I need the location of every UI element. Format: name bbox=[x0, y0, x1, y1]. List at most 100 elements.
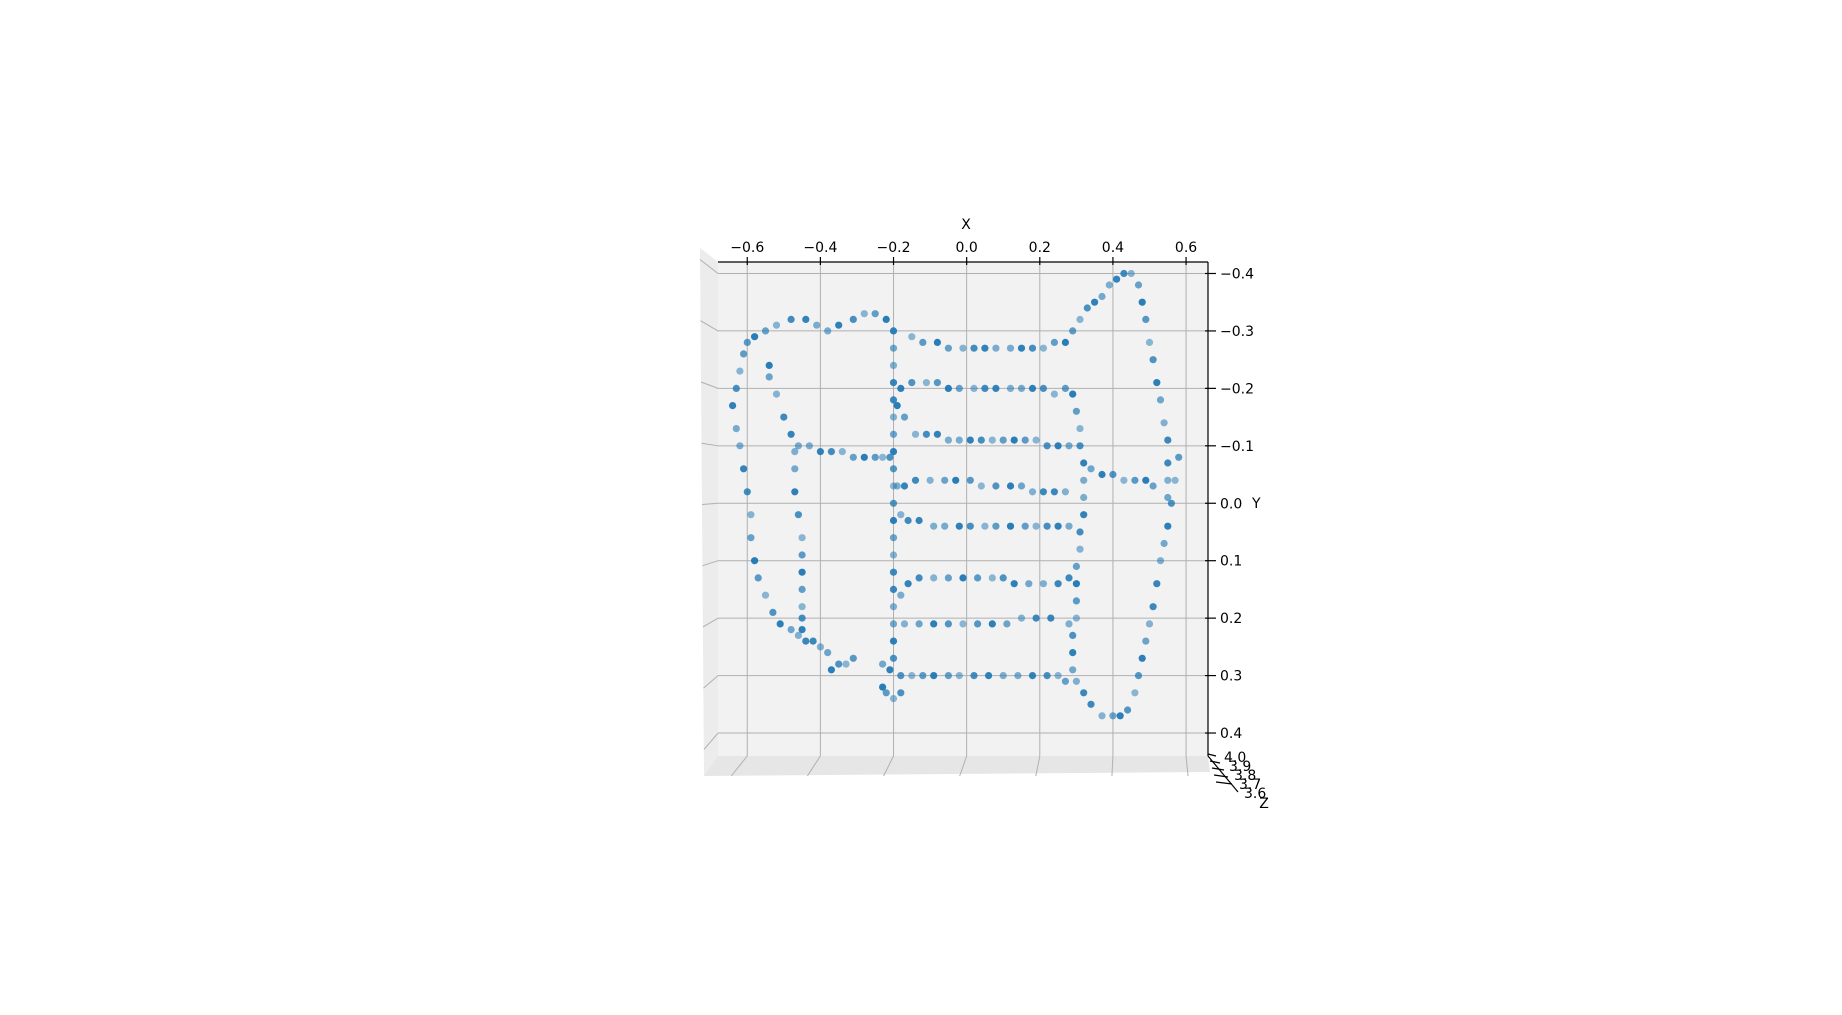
data-point bbox=[988, 620, 996, 628]
data-point bbox=[941, 522, 949, 530]
data-point bbox=[1149, 482, 1157, 490]
data-point bbox=[1105, 281, 1113, 289]
data-point bbox=[787, 626, 795, 634]
data-point bbox=[1021, 436, 1029, 444]
y-side-gridline bbox=[701, 442, 719, 447]
data-point bbox=[889, 499, 898, 507]
data-point bbox=[959, 344, 967, 352]
y-side-gridline bbox=[703, 732, 719, 750]
data-point bbox=[908, 379, 916, 387]
data-point bbox=[919, 672, 927, 680]
data-point bbox=[1047, 614, 1055, 622]
data-point bbox=[952, 476, 960, 484]
data-point bbox=[1113, 275, 1121, 283]
data-point bbox=[1069, 327, 1077, 335]
data-point bbox=[897, 511, 905, 519]
back-pane bbox=[718, 262, 1208, 756]
data-point bbox=[1039, 488, 1047, 496]
data-point bbox=[1065, 620, 1073, 628]
y-axis-ticks: −0.4 −0.3 −0.2 −0.1 0.0 0.1 0.2 0.3 0.4 bbox=[1205, 266, 1254, 742]
data-point bbox=[1061, 338, 1069, 346]
data-point bbox=[944, 672, 953, 680]
x-side-gridline bbox=[806, 755, 821, 777]
data-point bbox=[761, 327, 770, 335]
data-point bbox=[897, 591, 905, 599]
y-side-gridline bbox=[703, 675, 719, 689]
data-point bbox=[1028, 672, 1037, 680]
data-point bbox=[1164, 459, 1172, 467]
x-side-gridline bbox=[883, 755, 894, 777]
data-point bbox=[740, 465, 748, 473]
data-point bbox=[1065, 522, 1073, 530]
data-point bbox=[1069, 649, 1077, 657]
data-point bbox=[889, 379, 898, 387]
data-point bbox=[1149, 356, 1157, 364]
data-point bbox=[761, 591, 770, 599]
data-point bbox=[930, 620, 938, 628]
data-point bbox=[1164, 493, 1172, 502]
data-point bbox=[1061, 384, 1069, 392]
x-tick-label: 0.2 bbox=[1029, 240, 1051, 256]
data-point bbox=[1127, 269, 1135, 278]
data-point bbox=[772, 321, 781, 329]
data-point bbox=[1156, 396, 1165, 404]
data-point bbox=[933, 430, 942, 438]
data-point bbox=[1072, 614, 1080, 622]
data-point bbox=[981, 344, 989, 352]
data-point bbox=[1017, 344, 1026, 352]
data-point bbox=[1010, 436, 1018, 444]
data-point bbox=[1080, 476, 1088, 484]
data-point bbox=[1006, 344, 1015, 352]
data-point bbox=[879, 660, 887, 668]
data-point bbox=[981, 522, 989, 530]
data-point bbox=[970, 344, 978, 352]
data-point bbox=[1069, 666, 1077, 674]
data-point bbox=[827, 448, 836, 456]
data-point bbox=[1061, 488, 1069, 496]
data-point bbox=[1080, 493, 1088, 502]
data-point bbox=[871, 310, 879, 318]
z-tick-label: 3.9 bbox=[1229, 759, 1251, 775]
data-point bbox=[908, 672, 916, 680]
x-tick-label: −0.6 bbox=[730, 240, 764, 256]
y-side-gridline bbox=[700, 381, 719, 389]
data-point bbox=[893, 482, 901, 490]
data-point bbox=[1145, 338, 1154, 346]
data-point bbox=[787, 315, 795, 323]
data-point bbox=[1131, 689, 1139, 697]
data-point bbox=[1164, 476, 1172, 484]
data-point bbox=[904, 580, 912, 588]
data-point bbox=[1076, 442, 1084, 450]
data-point bbox=[1065, 442, 1073, 450]
data-point bbox=[1050, 338, 1058, 346]
data-point bbox=[1017, 482, 1026, 490]
data-point bbox=[988, 436, 996, 444]
data-point bbox=[1028, 384, 1037, 392]
data-point bbox=[889, 327, 898, 335]
data-point bbox=[1028, 488, 1037, 496]
side-grid-lines bbox=[699, 259, 1189, 777]
data-point bbox=[933, 379, 942, 387]
data-point bbox=[977, 436, 985, 444]
data-point bbox=[981, 384, 989, 392]
data-point bbox=[1014, 672, 1022, 680]
data-point bbox=[955, 522, 963, 530]
data-point bbox=[1124, 706, 1132, 714]
data-point bbox=[959, 574, 967, 582]
data-point bbox=[944, 620, 953, 628]
data-point bbox=[809, 637, 817, 645]
data-point bbox=[1072, 562, 1080, 571]
data-point bbox=[1072, 580, 1080, 588]
data-point bbox=[1072, 597, 1080, 605]
bottom-side-pane bbox=[704, 756, 1210, 776]
data-point bbox=[1050, 390, 1058, 398]
data-point bbox=[959, 620, 967, 628]
data-point bbox=[805, 442, 814, 450]
data-point bbox=[1076, 315, 1084, 323]
data-point bbox=[911, 430, 920, 438]
data-point bbox=[882, 689, 890, 697]
data-point bbox=[798, 568, 806, 576]
data-point bbox=[889, 430, 898, 438]
data-point bbox=[1039, 344, 1047, 352]
data-point bbox=[1072, 407, 1080, 415]
